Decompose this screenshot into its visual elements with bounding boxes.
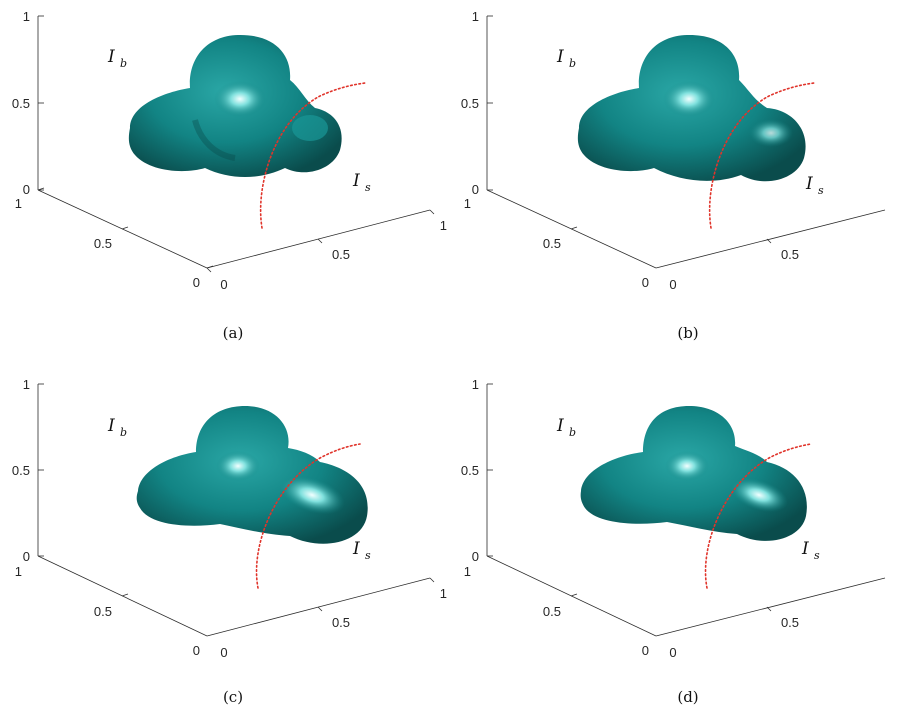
panel-b: 1 0.5 0 1 0.5 0 0 0.5 I b I s (b): [449, 0, 898, 356]
z-tick-0.5: 0.5: [12, 96, 30, 111]
y-tick-0.5: 0.5: [94, 604, 112, 619]
label-i-s: I s: [805, 174, 824, 197]
svg-text:b: b: [569, 57, 576, 70]
x-tick-1: 1: [440, 218, 447, 233]
teal-surface: [580, 406, 807, 541]
z-tick-1: 1: [23, 377, 30, 392]
svg-text:I: I: [805, 174, 813, 194]
svg-text:s: s: [818, 184, 824, 197]
teal-surface: [136, 406, 368, 544]
caption: (b): [677, 324, 698, 342]
svg-text:I: I: [352, 171, 360, 191]
svg-text:I: I: [107, 47, 115, 67]
svg-text:s: s: [365, 181, 371, 194]
y-tick-0.5: 0.5: [543, 236, 561, 251]
surface-plot-a: 1 0.5 0 1 0.5 0 0 0.5 1 I b I s (a): [12, 9, 447, 342]
panel-c: 1 0.5 0 1 0.5 0 0 0.5 1 I b I s (c): [0, 356, 449, 712]
label-i-s: I s: [352, 171, 371, 194]
svg-text:I: I: [556, 416, 564, 436]
panel-d: 1 0.5 0 1 0.5 0 0 0.5 I b I s (d): [449, 356, 898, 712]
x-tick-0.5: 0.5: [332, 615, 350, 630]
y-tick-1: 1: [464, 564, 471, 579]
surface-plot-b: 1 0.5 0 1 0.5 0 0 0.5 I b I s (b): [461, 9, 886, 342]
y-tick-0: 0: [193, 275, 200, 290]
label-i-b: I b: [107, 47, 127, 70]
z-tick-1: 1: [472, 377, 479, 392]
caption: (d): [677, 688, 698, 706]
x-tick-0: 0: [220, 645, 227, 660]
x-tick-0.5: 0.5: [332, 247, 350, 262]
y-tick-1: 1: [15, 196, 22, 211]
z-tick-0.5: 0.5: [461, 96, 479, 111]
teal-surface: [577, 34, 806, 182]
z-tick-1: 1: [23, 9, 30, 24]
dotted-red-curve: [708, 82, 815, 229]
teal-surface: [128, 34, 342, 177]
svg-text:I: I: [352, 539, 360, 559]
surface-plot-d: 1 0.5 0 1 0.5 0 0 0.5 I b I s (d): [461, 377, 886, 706]
label-i-b: I b: [556, 47, 576, 70]
x-tick-0: 0: [669, 645, 676, 660]
y-tick-1: 1: [464, 196, 471, 211]
y-tick-1: 1: [15, 564, 22, 579]
dotted-red-curve: [704, 443, 812, 589]
y-tick-0.5: 0.5: [543, 604, 561, 619]
label-i-b: I b: [556, 416, 576, 439]
z-tick-0: 0: [23, 549, 30, 564]
y-tick-0: 0: [642, 275, 649, 290]
y-tick-0.5: 0.5: [94, 236, 112, 251]
dotted-red-curve: [255, 443, 361, 589]
z-tick-0: 0: [23, 182, 30, 197]
svg-text:b: b: [120, 426, 127, 439]
z-tick-1: 1: [472, 9, 479, 24]
y-tick-0: 0: [642, 643, 649, 658]
z-tick-0: 0: [472, 182, 479, 197]
surface-plot-c: 1 0.5 0 1 0.5 0 0 0.5 1 I b I s (c): [12, 377, 447, 706]
label-i-b: I b: [107, 416, 127, 439]
x-tick-0.5: 0.5: [781, 247, 799, 262]
svg-text:I: I: [107, 416, 115, 436]
x-tick-1: 1: [440, 586, 447, 601]
svg-text:b: b: [569, 426, 576, 439]
caption: (a): [223, 324, 244, 342]
z-tick-0: 0: [472, 549, 479, 564]
x-tick-0: 0: [220, 277, 227, 292]
dotted-red-curve: [259, 82, 366, 229]
svg-text:s: s: [814, 549, 820, 562]
panel-a: 1 0.5 0 1 0.5 0 0 0.5 1 I b I s (a): [0, 0, 449, 356]
label-i-s: I s: [801, 539, 820, 562]
z-tick-0.5: 0.5: [461, 463, 479, 478]
svg-text:b: b: [120, 57, 127, 70]
z-tick-0.5: 0.5: [12, 463, 30, 478]
x-tick-0.5: 0.5: [781, 615, 799, 630]
svg-text:I: I: [801, 539, 809, 559]
svg-text:s: s: [365, 549, 371, 562]
label-i-s: I s: [352, 539, 371, 562]
caption: (c): [223, 688, 243, 706]
x-tick-0: 0: [669, 277, 676, 292]
svg-text:I: I: [556, 47, 564, 67]
y-tick-0: 0: [193, 643, 200, 658]
